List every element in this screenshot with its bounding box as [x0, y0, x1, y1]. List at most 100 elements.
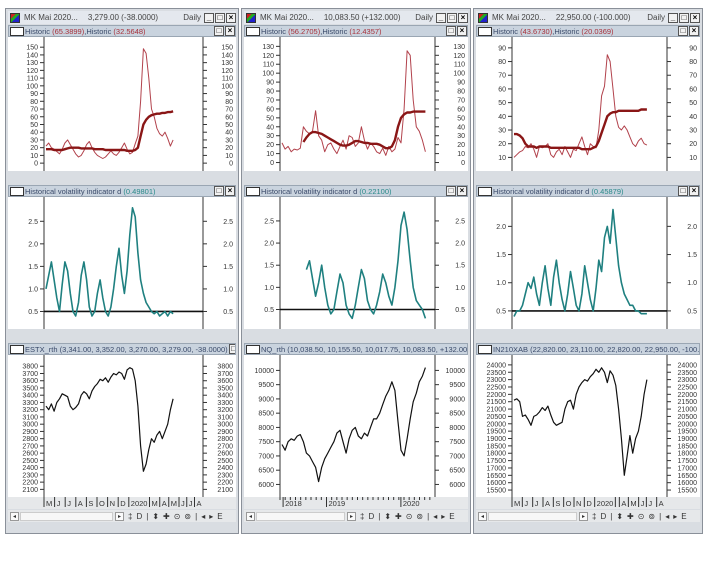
zoom-in-icon[interactable]: ⊙ — [637, 511, 645, 521]
scroll-forward-icon[interactable]: ▸ — [673, 511, 678, 521]
pane-header[interactable]: Historic (65.3899), Historic (32.5648) □ × — [8, 25, 236, 37]
crosshair-icon[interactable]: ✚ — [395, 511, 402, 521]
plot-area[interactable]: 2100 2100 2200 2200 2300 2300 2400 2400 2500 2500… — [8, 355, 236, 497]
scroll-right-button[interactable]: ▸ — [579, 511, 588, 521]
chart-svg[interactable]: 10 10 20 20 30 30 40 40 50 50 60 60 70 70 80 80 90 90 — [476, 37, 700, 171]
pane-maximize-button[interactable]: □ — [446, 26, 456, 36]
maximize-button[interactable]: □ — [447, 12, 457, 23]
plot-area[interactable]: 10 10 20 20 30 30 40 40 50 50 60 60 70 70 80 80 90 90 — [476, 37, 700, 171]
plot-area[interactable]: 15500 15500 16000 16000 16500 16500 17000 17000… — [476, 355, 700, 497]
pane-close-button[interactable]: × — [457, 26, 467, 36]
pane-maximize-button[interactable]: □ — [678, 26, 688, 36]
period-label[interactable]: Daily — [415, 13, 433, 22]
pane-close-button[interactable]: × — [457, 186, 467, 196]
y-tick-label: 20 — [689, 141, 697, 148]
end-icon[interactable]: E — [217, 511, 223, 521]
scroll-back-icon[interactable]: ◂ — [201, 511, 206, 521]
pane-header[interactable]: Historic (56.2705), Historic (12.4357) □ × — [244, 25, 468, 37]
vertical-zoom-icon[interactable]: ⬍ — [616, 511, 624, 521]
pane-maximize-button[interactable]: □ — [214, 26, 224, 36]
end-icon[interactable]: E — [681, 511, 687, 521]
scroll-left-button[interactable]: ◂ — [478, 511, 487, 521]
x-tick-label: D — [586, 499, 592, 508]
y-tick-label: 90 — [498, 45, 506, 52]
chart-svg[interactable]: 0.5 0.5 1.0 1.0 1.5 1.5 2.0 2.0 2.5 2.5 — [244, 197, 468, 329]
x-tick-label: O — [566, 499, 572, 508]
window-title-bar[interactable]: MK Mai 2020... 3,279.00 (-38.0000) Daily _ □… — [8, 11, 236, 24]
crosshair-icon[interactable]: ✚ — [163, 511, 170, 521]
scrollbar-track[interactable] — [488, 511, 577, 521]
scroll-left-button[interactable]: ◂ — [10, 511, 19, 521]
scroll-forward-icon[interactable]: ▸ — [441, 511, 446, 521]
bar-spacing-icon[interactable]: ‡ — [592, 511, 597, 521]
y-tick-label: 90 — [30, 91, 38, 98]
pane-header[interactable]: NQ_rth (10,038.50, 10,155.50, 10,017.75,… — [244, 343, 468, 355]
scroll-left-button[interactable]: ◂ — [246, 511, 255, 521]
pane-close-button[interactable]: × — [225, 186, 235, 196]
vertical-zoom-icon[interactable]: ⬍ — [152, 511, 160, 521]
pane-maximize-button[interactable]: □ — [678, 186, 688, 196]
crosshair-icon[interactable]: ✚ — [627, 511, 634, 521]
zoom-out-icon[interactable]: ⊚ — [416, 511, 424, 521]
pane-close-button[interactable]: × — [689, 186, 699, 196]
scroll-right-button[interactable]: ▸ — [115, 511, 124, 521]
period-label[interactable]: Daily — [647, 13, 665, 22]
vertical-zoom-icon[interactable]: ⬍ — [384, 511, 392, 521]
pane-buttons: □× — [677, 26, 699, 36]
daily-icon[interactable]: D — [136, 511, 143, 521]
scroll-back-icon[interactable]: ◂ — [665, 511, 670, 521]
minimize-button[interactable]: _ — [204, 12, 214, 23]
period-label[interactable]: Daily — [183, 13, 201, 22]
bar-spacing-icon[interactable]: ‡ — [360, 511, 365, 521]
plot-area[interactable]: 0.5 0.5 1.0 1.0 1.5 1.5 2.0 2.0 2.5 2.5 — [244, 197, 468, 329]
daily-icon[interactable]: D — [368, 511, 375, 521]
y-tick-label: 6000 — [258, 482, 274, 489]
pane-maximize-button[interactable]: □ — [214, 186, 224, 196]
bar-spacing-icon[interactable]: ‡ — [128, 511, 133, 521]
chart-svg[interactable]: 0.5 0.5 1.0 1.0 1.5 1.5 2.0 2.0 2.5 2.5 — [8, 197, 236, 329]
pane-header[interactable]: ESTX_rth (3,341.00, 3,352.00, 3,270.00, … — [8, 343, 236, 355]
plot-area[interactable]: 0.5 0.5 1.0 1.0 1.5 1.5 2.0 2.0 — [476, 197, 700, 329]
pane-header[interactable]: Historic (43.6730), Historic (20.0369) □ × — [476, 25, 700, 37]
pane-header[interactable]: Historical volatility indicator d (0.458… — [476, 185, 700, 197]
pane-close-button[interactable]: × — [689, 26, 699, 36]
zoom-in-icon[interactable]: ⊙ — [173, 511, 181, 521]
zoom-in-icon[interactable]: ⊙ — [405, 511, 413, 521]
chart-svg[interactable]: 0.5 0.5 1.0 1.0 1.5 1.5 2.0 2.0 — [476, 197, 700, 329]
window-title-bar[interactable]: MK Mai 2020... 10,083.50 (+132.000) Daily _… — [244, 11, 468, 24]
pane-header[interactable]: Historical volatility indicator d (0.221… — [244, 185, 468, 197]
minimize-button[interactable]: _ — [436, 12, 446, 23]
zoom-out-icon[interactable]: ⊚ — [184, 511, 192, 521]
maximize-button[interactable]: □ — [679, 12, 689, 23]
scrollbar-track[interactable] — [20, 511, 113, 521]
plot-area[interactable]: 6000 6000 6500 6500 7000 7000 7500 7500 8000 8000… — [244, 355, 468, 497]
y-tick-label: 20000 — [678, 421, 698, 428]
plot-area[interactable]: 0 0 10 10 20 20 30 30 40 40 50 50 60 60 70 70 80 80 90 90 10… — [8, 37, 236, 171]
pane-close-button[interactable]: × — [225, 26, 235, 36]
pane-maximize-button[interactable]: □ — [446, 186, 456, 196]
scroll-right-button[interactable]: ▸ — [347, 511, 356, 521]
zoom-out-icon[interactable]: ⊚ — [648, 511, 656, 521]
scroll-back-icon[interactable]: ◂ — [433, 511, 438, 521]
pane-header[interactable]: IN210XAB (22,820.00, 23,110.00, 22,820.0… — [476, 343, 700, 355]
chart-svg[interactable]: 6000 6000 6500 6500 7000 7000 7500 7500 8000 8000… — [244, 355, 468, 497]
minimize-button[interactable]: _ — [668, 12, 678, 23]
close-button[interactable]: × — [690, 12, 700, 23]
scrollbar-track[interactable] — [256, 511, 345, 521]
pane-maximize-button[interactable]: □ — [228, 344, 235, 354]
pane-header[interactable]: Historical volatility indicator d (0.498… — [8, 185, 236, 197]
plot-area[interactable]: 0 0 10 10 20 20 30 30 40 40 50 50 60 60 70 70 80 80 90 90 10… — [244, 37, 468, 171]
y-tick-label: 8000 — [258, 425, 274, 432]
window-title-bar[interactable]: MK Mai 2020... 22,950.00 (-100.000) Daily _… — [476, 11, 700, 24]
end-icon[interactable]: E — [449, 511, 455, 521]
daily-icon[interactable]: D — [600, 511, 607, 521]
close-button[interactable]: × — [226, 12, 236, 23]
maximize-button[interactable]: □ — [215, 12, 225, 23]
plot-area[interactable]: 0.5 0.5 1.0 1.0 1.5 1.5 2.0 2.0 2.5 2.5 — [8, 197, 236, 329]
scroll-forward-icon[interactable]: ▸ — [209, 511, 214, 521]
close-button[interactable]: × — [458, 12, 468, 23]
